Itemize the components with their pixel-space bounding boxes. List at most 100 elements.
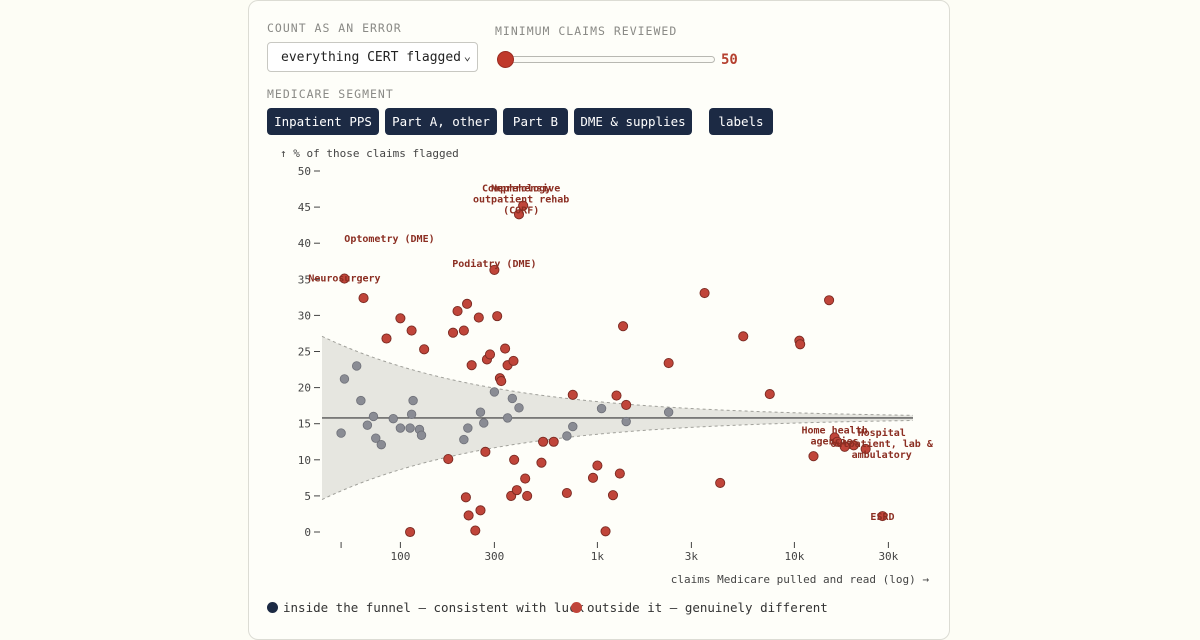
data-point-inside bbox=[336, 428, 346, 438]
data-point-outside bbox=[607, 490, 619, 501]
legend-dot-outside bbox=[571, 602, 582, 613]
data-point-outside bbox=[458, 325, 469, 336]
y-tick-label: 0 bbox=[304, 526, 311, 539]
data-point-inside bbox=[514, 403, 524, 413]
data-point-outside bbox=[405, 526, 416, 538]
funnel-upper-bound bbox=[321, 335, 914, 416]
data-point-inside bbox=[416, 430, 427, 440]
legend-dot-inside bbox=[267, 602, 278, 613]
x-axis-title: claims Medicare pulled and read (log) → bbox=[671, 573, 930, 586]
point-label: Hospital outpatient, lab & ambulatory bbox=[831, 427, 934, 461]
data-point-inside bbox=[479, 418, 489, 428]
x-tick-label: 30k bbox=[878, 550, 898, 563]
data-point-inside bbox=[406, 409, 417, 420]
data-point-inside bbox=[405, 423, 415, 433]
x-tick-label: 300 bbox=[484, 550, 504, 563]
data-point-outside bbox=[496, 376, 507, 387]
data-point-outside bbox=[518, 200, 529, 211]
data-point-outside bbox=[466, 360, 477, 371]
data-point-outside bbox=[492, 311, 503, 322]
data-point-inside bbox=[621, 416, 631, 427]
y-tick-label: 50 bbox=[298, 165, 311, 178]
data-point-outside bbox=[567, 389, 578, 400]
data-point-inside bbox=[663, 407, 674, 417]
data-point-outside bbox=[358, 293, 369, 304]
data-point-outside bbox=[538, 436, 549, 447]
y-tick-label: 10 bbox=[298, 454, 311, 467]
data-point-outside bbox=[452, 306, 463, 317]
error-label: COUNT AS AN ERROR bbox=[267, 21, 402, 35]
data-point-outside bbox=[419, 344, 430, 355]
data-point-inside bbox=[371, 433, 381, 443]
data-point-inside bbox=[356, 395, 366, 406]
data-point-inside bbox=[562, 431, 572, 441]
data-point-outside bbox=[611, 390, 622, 401]
dashboard-card bbox=[248, 0, 950, 640]
segment-label: MEDICARE SEGMENT bbox=[267, 87, 394, 101]
data-point-outside bbox=[484, 349, 496, 360]
data-point-inside bbox=[596, 403, 607, 414]
point-label: ESRD bbox=[870, 512, 894, 523]
data-point-inside bbox=[395, 423, 406, 433]
data-point-inside bbox=[502, 413, 513, 423]
point-label: Home health agencies bbox=[801, 425, 867, 447]
data-point-outside bbox=[500, 343, 511, 354]
claims-slider-thumb[interactable] bbox=[497, 51, 514, 68]
data-point-outside bbox=[447, 327, 459, 338]
data-point-outside bbox=[513, 209, 525, 220]
claims-label: MINIMUM CLAIMS REVIEWED bbox=[495, 24, 678, 38]
data-point-outside bbox=[877, 511, 888, 522]
data-point-outside bbox=[848, 440, 859, 451]
data-point-outside bbox=[462, 298, 473, 309]
data-point-outside bbox=[520, 473, 531, 484]
x-tick-label: 3k bbox=[685, 550, 699, 563]
data-point-outside bbox=[614, 468, 625, 479]
data-point-outside bbox=[475, 505, 486, 516]
data-point-outside bbox=[860, 443, 871, 455]
data-point-outside bbox=[460, 492, 471, 503]
data-point-inside bbox=[362, 420, 373, 430]
point-label: Podiatry (DME) bbox=[452, 258, 536, 270]
legend-inside-label: inside the funnel — consistent with luck bbox=[283, 600, 585, 615]
point-label: Nephrology bbox=[491, 184, 551, 195]
point-label: Optometry (DME) bbox=[344, 234, 434, 245]
y-tick-label: 20 bbox=[298, 382, 311, 395]
y-tick-label: 30 bbox=[298, 309, 311, 322]
data-point-outside bbox=[808, 451, 819, 462]
data-point-inside bbox=[339, 374, 350, 384]
y-tick-label: 5 bbox=[304, 490, 311, 503]
data-point-outside bbox=[715, 477, 726, 488]
data-point-outside bbox=[443, 454, 454, 465]
funnel-lower-bound bbox=[321, 420, 914, 500]
segment-button-inpatient[interactable]: Inpatient PPS bbox=[267, 108, 379, 135]
y-tick-label: 15 bbox=[298, 418, 311, 431]
data-point-inside bbox=[376, 439, 387, 450]
data-point-inside bbox=[507, 393, 518, 404]
y-axis-title: ↑ % of those claims flagged bbox=[280, 147, 459, 160]
data-point-inside bbox=[459, 434, 469, 445]
error-select[interactable]: everything CERT flagged ⌄ bbox=[267, 42, 478, 72]
data-point-outside bbox=[832, 436, 843, 447]
data-point-outside bbox=[618, 321, 629, 332]
segment-button-dme[interactable]: DME & supplies bbox=[574, 108, 692, 135]
segment-button-part-b[interactable]: Part B bbox=[503, 108, 568, 135]
data-point-outside bbox=[795, 339, 806, 350]
data-point-outside bbox=[738, 331, 749, 342]
data-point-outside bbox=[463, 510, 474, 521]
legend-outside: outside it — genuinely different bbox=[571, 600, 828, 615]
data-point-outside bbox=[600, 526, 611, 537]
point-label: Comprehensive outpatient rehab (CORF) bbox=[473, 183, 569, 217]
data-point-outside bbox=[548, 436, 559, 447]
segment-button-part-a[interactable]: Part A, other bbox=[385, 108, 497, 135]
data-point-outside bbox=[587, 472, 599, 483]
x-tick-label: 1k bbox=[591, 550, 605, 563]
data-point-inside bbox=[463, 423, 473, 433]
data-point-outside bbox=[395, 313, 406, 324]
legend-outside-label: outside it — genuinely different bbox=[587, 600, 828, 615]
error-select-value: everything CERT flagged bbox=[281, 50, 462, 65]
data-point-outside bbox=[511, 485, 522, 496]
labels-toggle-button[interactable]: labels bbox=[709, 108, 773, 135]
data-point-outside bbox=[592, 460, 603, 471]
data-point-inside bbox=[351, 361, 362, 371]
data-point-outside bbox=[473, 312, 484, 323]
